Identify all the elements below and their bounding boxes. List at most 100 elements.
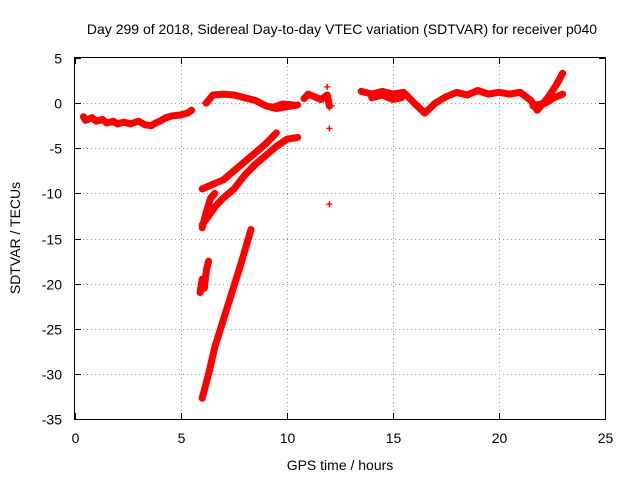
y-tick-label: 5	[54, 51, 62, 67]
y-tick-label: -20	[42, 277, 62, 293]
data-point	[228, 289, 235, 296]
series-short-arc-11h	[300, 90, 333, 110]
data-point	[559, 91, 566, 98]
data-point	[231, 185, 237, 192]
data-point	[231, 92, 237, 98]
data-point	[542, 100, 549, 107]
data-point	[290, 101, 297, 108]
data-point	[231, 167, 237, 174]
data-point	[241, 172, 248, 179]
data-point	[205, 258, 212, 265]
data-point	[93, 118, 100, 125]
data-point	[209, 92, 216, 98]
data-point	[220, 91, 227, 98]
series-late-arc-tail	[529, 90, 567, 110]
series-band	[198, 189, 219, 232]
data-point	[262, 102, 269, 109]
series-baseline-early	[80, 106, 196, 130]
series-mid-arc-upper	[268, 100, 297, 112]
data-point	[262, 140, 269, 147]
data-point	[400, 89, 407, 96]
data-point	[252, 149, 259, 156]
series-deep-drop	[198, 226, 255, 402]
data-point	[529, 102, 536, 109]
data-point	[211, 343, 218, 350]
data-point	[506, 91, 513, 98]
data-point	[368, 94, 375, 101]
data-point	[464, 92, 471, 98]
y-tick-label: -35	[42, 412, 62, 428]
data-point	[527, 97, 534, 104]
data-point	[220, 194, 227, 201]
data-point	[199, 185, 206, 192]
series-descent-a	[198, 129, 280, 193]
data-point	[199, 224, 206, 231]
series-late-arc-lower	[368, 91, 405, 103]
data-point	[411, 100, 418, 107]
data-point	[328, 102, 335, 109]
data-point	[284, 136, 290, 143]
data-point	[241, 158, 248, 165]
data-point	[551, 94, 558, 101]
y-axis-label: SDTVAR / TECUs	[7, 182, 23, 294]
chart-title: Day 299 of 2018, Sidereal Day-to-day VTE…	[87, 21, 597, 37]
x-tick-label: 10	[280, 430, 296, 446]
data-point	[305, 91, 312, 98]
y-tick-label: -30	[42, 367, 62, 383]
data-point	[178, 111, 184, 118]
data-point	[294, 134, 301, 141]
x-tick-label: 25	[598, 430, 614, 446]
data-point	[379, 92, 386, 98]
data-point	[241, 94, 248, 101]
data-point	[114, 120, 121, 127]
data-point	[103, 120, 110, 126]
data-point	[358, 88, 365, 95]
data-point	[279, 101, 286, 107]
data-layer	[80, 69, 567, 402]
data-point	[390, 96, 396, 103]
data-point	[80, 113, 87, 120]
x-tick-label: 20	[492, 430, 508, 446]
series-band	[368, 91, 405, 103]
plot-frame	[74, 57, 606, 420]
data-point	[163, 114, 170, 121]
data-point	[199, 276, 206, 283]
data-point	[421, 110, 428, 117]
data-point	[188, 107, 195, 114]
data-point	[169, 112, 176, 119]
series-deep-drop-c	[196, 275, 206, 297]
series-band	[198, 226, 255, 402]
y-tick-label: -10	[42, 186, 62, 202]
data-point	[326, 125, 333, 132]
data-point	[269, 104, 276, 111]
data-point	[197, 289, 204, 296]
data-point	[252, 97, 259, 104]
data-point	[82, 117, 89, 124]
x-axis-label: GPS time / hours	[287, 457, 394, 473]
data-point	[184, 110, 191, 117]
data-point	[203, 267, 210, 274]
data-point	[142, 121, 148, 128]
y-tick-label: -25	[42, 322, 62, 338]
data-point	[474, 87, 481, 94]
series-descent-b	[198, 133, 302, 229]
data-point	[324, 92, 331, 98]
data-point	[432, 100, 439, 107]
series-late-arc	[357, 69, 567, 117]
series-band	[80, 106, 196, 130]
data-point	[443, 93, 449, 100]
data-point	[273, 143, 280, 150]
data-point	[211, 190, 218, 197]
data-point	[262, 152, 269, 159]
data-point	[220, 316, 227, 323]
data-point	[120, 119, 127, 126]
data-point	[203, 208, 210, 215]
y-tick-label: 0	[54, 96, 62, 112]
data-point	[148, 122, 155, 129]
data-point	[89, 114, 95, 121]
data-point	[324, 83, 331, 90]
x-tick-label: 15	[386, 430, 402, 446]
axis-ticks	[75, 58, 606, 420]
data-point	[248, 226, 254, 233]
series-band	[198, 129, 280, 193]
